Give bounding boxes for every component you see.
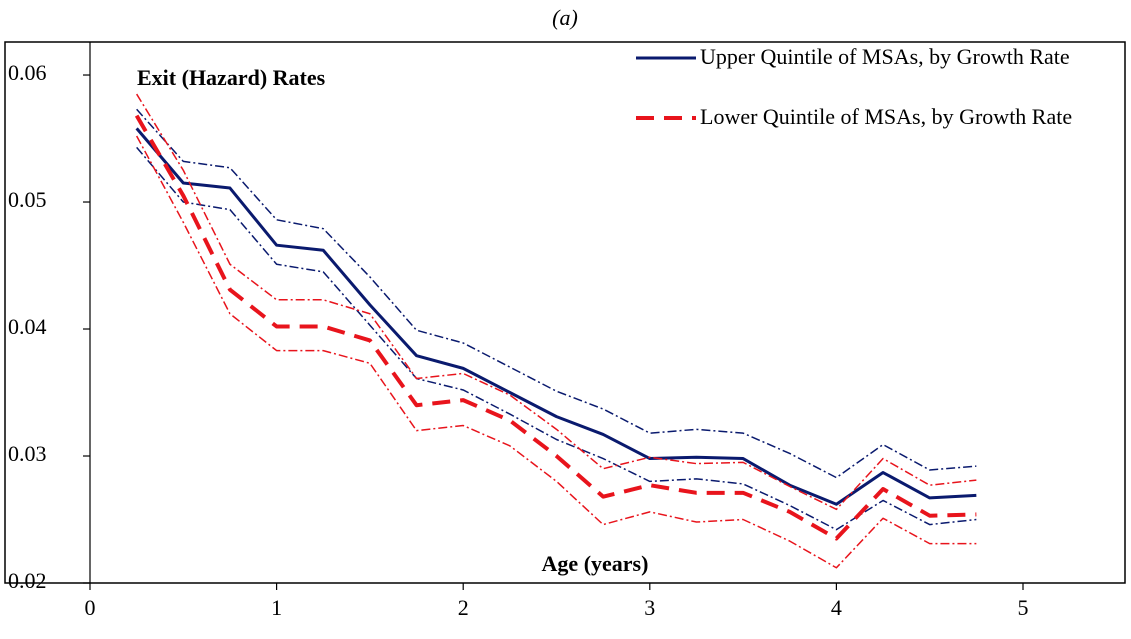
confidence-band [135, 135, 977, 569]
series-line [134, 114, 977, 541]
y-tick-label: 0.04 [8, 314, 47, 339]
confidence-band [136, 146, 977, 531]
y-tick-label: 0.03 [8, 441, 47, 466]
legend-label: Lower Quintile of MSAs, by Growth Rate [700, 104, 1073, 129]
x-tick-label: 3 [644, 595, 655, 620]
series-line [135, 127, 977, 506]
x-tick-label: 5 [1018, 595, 1029, 620]
y-tick-label: 0.02 [8, 568, 47, 593]
x-axis-label: Age (years) [542, 551, 649, 576]
confidence-band [136, 108, 977, 479]
annotation: Exit (Hazard) Rates [137, 65, 326, 90]
chart-title: (a) [552, 5, 578, 30]
x-tick-label: 4 [831, 595, 842, 620]
x-tick-label: 1 [271, 595, 282, 620]
confidence-band [136, 93, 977, 511]
x-tick-label: 0 [85, 595, 96, 620]
y-tick-label: 0.06 [8, 60, 47, 85]
y-tick-label: 0.05 [8, 187, 47, 212]
x-tick-label: 2 [458, 595, 469, 620]
legend-label: Upper Quintile of MSAs, by Growth Rate [700, 44, 1070, 69]
plot-frame [4, 41, 1126, 584]
